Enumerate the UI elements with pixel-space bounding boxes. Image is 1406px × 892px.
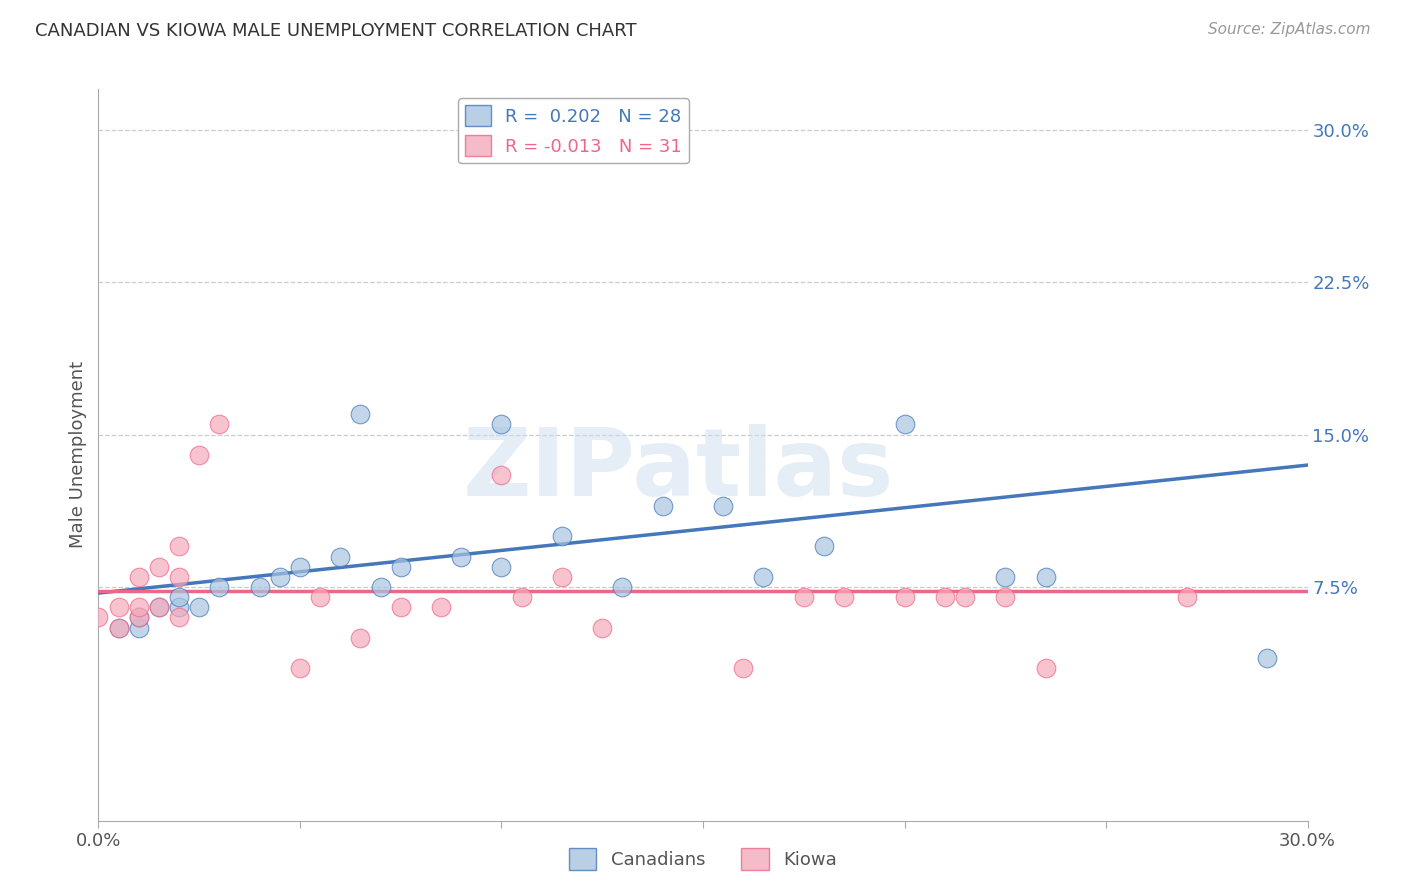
- Point: [148, 600, 170, 615]
- Text: CANADIAN VS KIOWA MALE UNEMPLOYMENT CORRELATION CHART: CANADIAN VS KIOWA MALE UNEMPLOYMENT CORR…: [35, 22, 637, 40]
- Point: [128, 610, 150, 624]
- Point: [1035, 570, 1057, 584]
- Point: [612, 580, 634, 594]
- Point: [329, 549, 352, 564]
- Point: [107, 621, 129, 635]
- Point: [953, 590, 976, 604]
- Text: ZIPatlas: ZIPatlas: [463, 424, 894, 516]
- Point: [491, 417, 513, 432]
- Point: [651, 499, 673, 513]
- Point: [148, 600, 170, 615]
- Point: [551, 529, 574, 543]
- Point: [349, 631, 371, 645]
- Point: [711, 499, 734, 513]
- Point: [551, 570, 574, 584]
- Point: [491, 559, 513, 574]
- Point: [188, 448, 211, 462]
- Point: [370, 580, 392, 594]
- Y-axis label: Male Unemployment: Male Unemployment: [69, 361, 87, 549]
- Point: [752, 570, 775, 584]
- Point: [893, 590, 915, 604]
- Point: [148, 559, 170, 574]
- Point: [450, 549, 472, 564]
- Point: [793, 590, 815, 604]
- Point: [107, 621, 129, 635]
- Point: [288, 661, 311, 675]
- Point: [128, 600, 150, 615]
- Point: [430, 600, 453, 615]
- Point: [491, 468, 513, 483]
- Point: [87, 610, 110, 624]
- Point: [389, 600, 412, 615]
- Point: [128, 570, 150, 584]
- Point: [167, 610, 190, 624]
- Point: [1256, 651, 1278, 665]
- Point: [994, 570, 1017, 584]
- Point: [167, 600, 190, 615]
- Point: [994, 590, 1017, 604]
- Point: [269, 570, 291, 584]
- Point: [733, 661, 755, 675]
- Point: [128, 610, 150, 624]
- Point: [1175, 590, 1198, 604]
- Point: [167, 539, 190, 553]
- Point: [832, 590, 855, 604]
- Point: [1035, 661, 1057, 675]
- Point: [107, 600, 129, 615]
- Point: [249, 580, 271, 594]
- Point: [813, 539, 835, 553]
- Point: [349, 407, 371, 421]
- Legend: Canadians, Kiowa: Canadians, Kiowa: [562, 841, 844, 878]
- Point: [128, 621, 150, 635]
- Point: [893, 417, 915, 432]
- Text: Source: ZipAtlas.com: Source: ZipAtlas.com: [1208, 22, 1371, 37]
- Point: [167, 590, 190, 604]
- Point: [288, 559, 311, 574]
- Point: [591, 621, 613, 635]
- Point: [188, 600, 211, 615]
- Point: [309, 590, 332, 604]
- Point: [167, 570, 190, 584]
- Point: [389, 559, 412, 574]
- Point: [208, 580, 231, 594]
- Point: [934, 590, 956, 604]
- Point: [208, 417, 231, 432]
- Point: [510, 590, 533, 604]
